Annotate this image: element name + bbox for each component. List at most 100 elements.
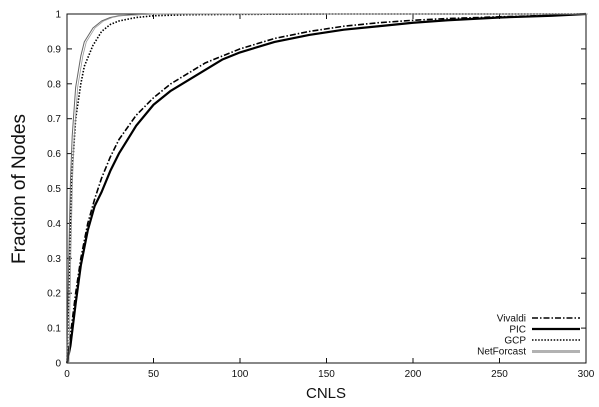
data-point bbox=[153, 13, 154, 14]
data-point bbox=[118, 15, 119, 16]
data-point bbox=[188, 80, 189, 81]
y-tick-label: 0.1 bbox=[47, 324, 61, 335]
data-point bbox=[205, 62, 206, 63]
data-point bbox=[551, 15, 552, 16]
data-point bbox=[378, 26, 379, 27]
data-point bbox=[274, 41, 275, 42]
data-point bbox=[70, 181, 71, 182]
series-layer bbox=[65, 12, 588, 364]
series-line-gcp bbox=[66, 13, 586, 364]
x-tick-label: 200 bbox=[405, 369, 422, 380]
x-tick-label: 250 bbox=[491, 369, 508, 380]
data-point bbox=[153, 15, 154, 16]
data-point bbox=[70, 345, 71, 346]
y-tick-label: 0.4 bbox=[47, 219, 61, 230]
data-point bbox=[75, 87, 76, 88]
data-point bbox=[153, 104, 154, 105]
data-point bbox=[499, 13, 500, 14]
data-point bbox=[118, 20, 119, 21]
data-point bbox=[222, 55, 223, 56]
data-point bbox=[80, 83, 81, 84]
data-point bbox=[326, 13, 327, 14]
data-point bbox=[378, 22, 379, 23]
series-line-netforcast bbox=[66, 13, 586, 364]
data-point bbox=[110, 156, 111, 157]
data-point bbox=[136, 125, 137, 126]
data-point bbox=[92, 45, 93, 46]
data-point bbox=[101, 191, 102, 192]
y-tick-label: 0 bbox=[55, 359, 61, 370]
y-tick-label: 1 bbox=[55, 10, 61, 21]
data-point bbox=[239, 48, 240, 49]
y-tick-label: 0.5 bbox=[47, 184, 61, 195]
x-axis-title: CNLS bbox=[306, 385, 346, 402]
data-point bbox=[118, 153, 119, 154]
data-point bbox=[412, 22, 413, 23]
series-line-vivaldi bbox=[66, 13, 587, 364]
data-point bbox=[110, 24, 111, 25]
data-point bbox=[343, 29, 344, 30]
data-point bbox=[447, 18, 448, 19]
data-point bbox=[239, 13, 240, 14]
y-axis-title: Fraction of Nodes bbox=[9, 114, 30, 264]
data-point bbox=[447, 20, 448, 21]
plot-frame bbox=[66, 13, 587, 364]
data-point bbox=[222, 59, 223, 60]
data-point bbox=[188, 13, 189, 14]
y-tick-label: 0.6 bbox=[47, 149, 61, 160]
data-point bbox=[499, 17, 500, 18]
data-point bbox=[92, 27, 93, 28]
data-point bbox=[309, 31, 310, 32]
x-tick-label: 150 bbox=[318, 369, 335, 380]
data-point bbox=[136, 115, 137, 116]
data-point bbox=[239, 52, 240, 53]
data-point bbox=[84, 41, 85, 42]
data-point bbox=[110, 17, 111, 18]
y-tick-label: 0.2 bbox=[47, 289, 61, 300]
data-point bbox=[101, 20, 102, 21]
data-point bbox=[170, 83, 171, 84]
y-tick-label: 0.3 bbox=[47, 254, 61, 265]
data-point bbox=[87, 230, 88, 231]
legend-label-gcp: GCP bbox=[504, 336, 526, 347]
data-point bbox=[118, 139, 119, 140]
data-point bbox=[72, 136, 73, 137]
data-point bbox=[170, 90, 171, 91]
series-line-pic bbox=[65, 12, 587, 364]
legend-label-pic: PIC bbox=[509, 325, 526, 336]
data-point bbox=[94, 205, 95, 206]
data-point bbox=[87, 223, 88, 224]
y-tick-label: 0.9 bbox=[47, 44, 61, 55]
series-line-netforcast-shadow bbox=[68, 13, 588, 364]
data-point bbox=[412, 13, 413, 14]
data-point bbox=[188, 73, 189, 74]
y-tick-label: 0.8 bbox=[47, 79, 61, 90]
data-point bbox=[84, 66, 85, 67]
data-point bbox=[94, 198, 95, 199]
x-tick-label: 300 bbox=[578, 369, 595, 380]
data-point bbox=[101, 31, 102, 32]
data-point bbox=[136, 14, 137, 15]
data-point bbox=[68, 258, 69, 259]
data-point bbox=[343, 26, 344, 27]
data-point bbox=[80, 265, 81, 266]
x-tick-label: 50 bbox=[148, 369, 160, 380]
data-point bbox=[585, 13, 586, 14]
axis-ticks: 0 50 100 150 200 250 300 0 0.1 0.2 0.3 0.4 0.5 0.6 0.7… bbox=[47, 10, 595, 381]
data-point bbox=[80, 55, 81, 56]
data-point bbox=[153, 97, 154, 98]
legend-label-vivaldi: Vivaldi bbox=[497, 314, 526, 325]
data-point bbox=[110, 170, 111, 171]
data-point bbox=[205, 69, 206, 70]
data-point bbox=[75, 303, 76, 304]
data-point bbox=[70, 223, 71, 224]
legend-label-netforcast: NetForcast bbox=[477, 347, 526, 358]
data-point bbox=[412, 20, 413, 21]
y-tick-label: 0.7 bbox=[47, 114, 61, 125]
x-tick-label: 100 bbox=[232, 369, 249, 380]
data-point bbox=[274, 38, 275, 39]
x-tick-label: 0 bbox=[64, 369, 70, 380]
data-point bbox=[66, 362, 67, 363]
